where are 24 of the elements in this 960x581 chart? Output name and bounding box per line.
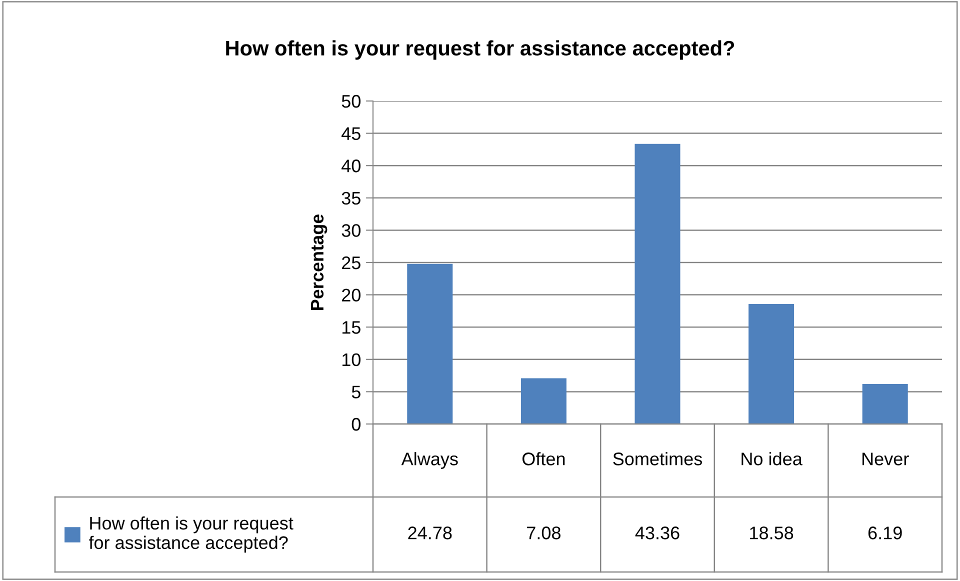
x-tick-label: Never — [862, 452, 909, 466]
y-tick-label: 45 — [342, 127, 360, 140]
data-label: 24.78 — [408, 526, 452, 540]
y-tick-label: 15 — [342, 321, 360, 334]
legend-label: How often is your request for assistance accepted? — [88, 516, 294, 553]
x-tick-label: No idea — [742, 452, 802, 466]
x-tick-label: Often — [522, 452, 565, 466]
data-label: 18.58 — [750, 526, 794, 540]
y-axis-title: Percentage — [310, 214, 328, 310]
data-label: 43.36 — [635, 526, 680, 540]
y-tick-label: 40 — [342, 160, 360, 172]
y-tick-label: 10 — [342, 353, 360, 366]
x-tick-label: Always — [401, 452, 458, 469]
data-label: 6.19 — [868, 526, 902, 540]
y-tick-label: 35 — [342, 192, 360, 205]
y-tick-label: 30 — [342, 224, 360, 237]
y-tick-label: 25 — [342, 256, 360, 270]
data-label: 7.08 — [527, 526, 560, 540]
chart-title: How often is your request for assistance accepted? — [226, 40, 734, 60]
y-tick-label: 0 — [352, 418, 360, 431]
y-tick-label: 5 — [352, 386, 360, 398]
x-tick-label: Sometimes — [613, 452, 702, 466]
y-tick-label: 50 — [342, 94, 360, 108]
y-tick-label: 20 — [342, 288, 360, 302]
